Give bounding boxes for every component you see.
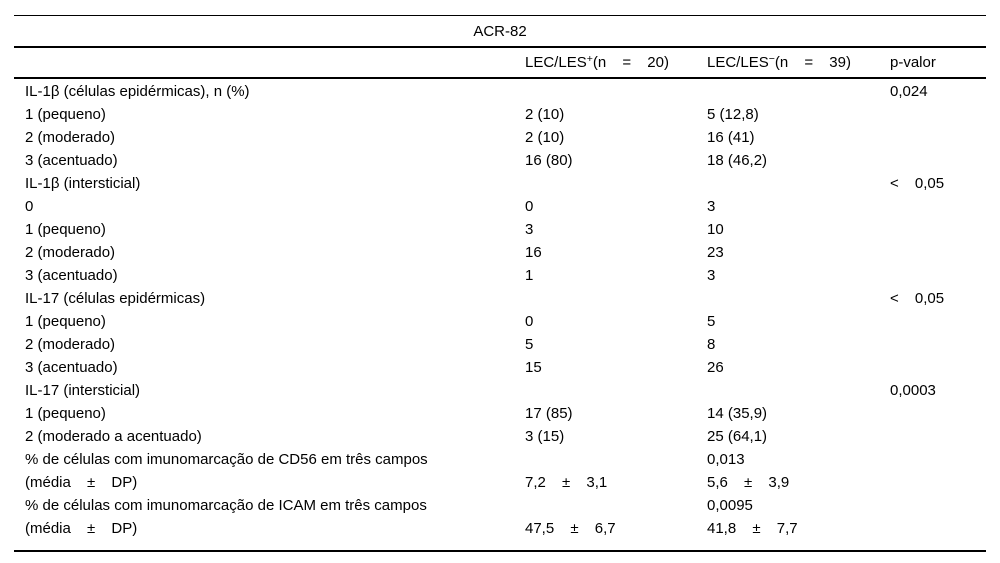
value-cell: 0,013	[707, 451, 745, 468]
header-group-positive-n: (n = 20)	[592, 54, 669, 71]
value-cell: 16 (41)	[707, 129, 755, 146]
value-cell: 1	[525, 267, 534, 284]
row-label: 3 (acentuado)	[25, 359, 118, 376]
row-label: % de células com imunomarcação de CD56 e…	[25, 451, 428, 468]
table-row: 0 0 3	[14, 195, 986, 218]
superscript-minus: −	[768, 53, 775, 65]
value-cell: 2 (10)	[525, 106, 565, 123]
header-group-positive: LEC/LES+(n = 20)	[525, 54, 707, 71]
table-title: ACR-82	[473, 22, 527, 40]
value-cell: 5 (12,8)	[707, 106, 759, 123]
table-row: IL-1β (intersticial) < 0,05	[14, 172, 986, 195]
value-cell: 5,6 ± 3,9	[707, 474, 790, 491]
value-cell: 15	[525, 359, 542, 376]
row-label: IL-1β (intersticial)	[25, 175, 141, 192]
results-table: ACR-82 LEC/LES+(n = 20) LEC/LES−(n = 39)…	[14, 15, 986, 552]
row-label: (média ± DP)	[25, 520, 138, 537]
header-group-positive-name: LEC/LES	[525, 54, 587, 71]
header-group-negative-name: LEC/LES	[707, 54, 769, 71]
table-row: % de células com imunomarcação de ICAM e…	[14, 494, 986, 517]
value-cell: 0	[525, 198, 534, 215]
table-row: 1 (pequeno) 2 (10) 5 (12,8)	[14, 103, 986, 126]
value-cell: 0,0095	[707, 497, 753, 514]
table-row: 1 (pequeno) 3 10	[14, 218, 986, 241]
table-row: (média ± DP) 47,5 ± 6,7 41,8 ± 7,7	[14, 517, 986, 540]
table-row: 2 (moderado a acentuado) 3 (15) 25 (64,1)	[14, 425, 986, 448]
row-label: 1 (pequeno)	[25, 106, 106, 123]
p-value-cell: < 0,05	[890, 175, 945, 192]
table-row: % de células com imunomarcação de CD56 e…	[14, 448, 986, 471]
value-cell: 41,8 ± 7,7	[707, 520, 798, 537]
row-label: 2 (moderado a acentuado)	[25, 428, 202, 445]
value-cell: 0	[525, 313, 534, 330]
value-cell: 3	[707, 198, 716, 215]
header-group-negative-n: (n = 39)	[774, 54, 851, 71]
value-cell: 14 (35,9)	[707, 405, 768, 422]
row-label: 2 (moderado)	[25, 336, 116, 353]
value-cell: 26	[707, 359, 724, 376]
table-row: 1 (pequeno) 17 (85) 14 (35,9)	[14, 402, 986, 425]
row-label: 0	[25, 198, 34, 215]
row-label: 3 (acentuado)	[25, 267, 118, 284]
table-row: (média ± DP) 7,2 ± 3,1 5,6 ± 3,9	[14, 471, 986, 494]
value-cell: 3	[525, 221, 534, 238]
table-header-row: LEC/LES+(n = 20) LEC/LES−(n = 39) p-valo…	[14, 48, 986, 79]
row-label: % de células com imunomarcação de ICAM e…	[25, 497, 427, 514]
table-row: 2 (moderado) 5 8	[14, 333, 986, 356]
table-row: 2 (moderado) 16 23	[14, 241, 986, 264]
value-cell: 3	[707, 267, 716, 284]
value-cell: 3 (15)	[525, 428, 565, 445]
row-label: 3 (acentuado)	[25, 152, 118, 169]
row-label: 2 (moderado)	[25, 129, 116, 146]
row-label: (média ± DP)	[25, 474, 138, 491]
row-label: IL-1β (células epidérmicas), n (%)	[25, 83, 250, 100]
value-cell: 18 (46,2)	[707, 152, 768, 169]
value-cell: 5	[525, 336, 534, 353]
table-row: IL-1β (células epidérmicas), n (%) 0,024	[14, 80, 986, 103]
value-cell: 47,5 ± 6,7	[525, 520, 616, 537]
row-label: 1 (pequeno)	[25, 313, 106, 330]
table-row: 3 (acentuado) 15 26	[14, 356, 986, 379]
value-cell: 2 (10)	[525, 129, 565, 146]
header-p-value: p-valor	[890, 54, 936, 71]
table-row: 3 (acentuado) 16 (80) 18 (46,2)	[14, 149, 986, 172]
table-row: IL-17 (células epidérmicas) < 0,05	[14, 287, 986, 310]
row-label: IL-17 (células epidérmicas)	[25, 290, 206, 307]
table-title-band: ACR-82	[14, 15, 986, 48]
value-cell: 10	[707, 221, 724, 238]
p-value-cell: 0,024	[890, 83, 928, 100]
value-cell: 7,2 ± 3,1	[525, 474, 608, 491]
table-row: 1 (pequeno) 0 5	[14, 310, 986, 333]
value-cell: 8	[707, 336, 716, 353]
table-body: IL-1β (células epidérmicas), n (%) 0,024 1…	[14, 79, 986, 552]
value-cell: 23	[707, 244, 724, 261]
row-label: 1 (pequeno)	[25, 405, 106, 422]
row-label: 2 (moderado)	[25, 244, 116, 261]
p-value-cell: 0,0003	[890, 382, 936, 399]
value-cell: 17 (85)	[525, 405, 573, 422]
row-label: IL-17 (intersticial)	[25, 382, 141, 399]
table-row: 3 (acentuado) 1 3	[14, 264, 986, 287]
table-row: 2 (moderado) 2 (10) 16 (41)	[14, 126, 986, 149]
value-cell: 16	[525, 244, 542, 261]
header-group-negative: LEC/LES−(n = 39)	[707, 54, 890, 71]
value-cell: 16 (80)	[525, 152, 573, 169]
row-label: 1 (pequeno)	[25, 221, 106, 238]
value-cell: 25 (64,1)	[707, 428, 768, 445]
superscript-plus: +	[586, 53, 593, 65]
value-cell: 5	[707, 313, 716, 330]
p-value-cell: < 0,05	[890, 290, 945, 307]
table-row: IL-17 (intersticial) 0,0003	[14, 379, 986, 402]
